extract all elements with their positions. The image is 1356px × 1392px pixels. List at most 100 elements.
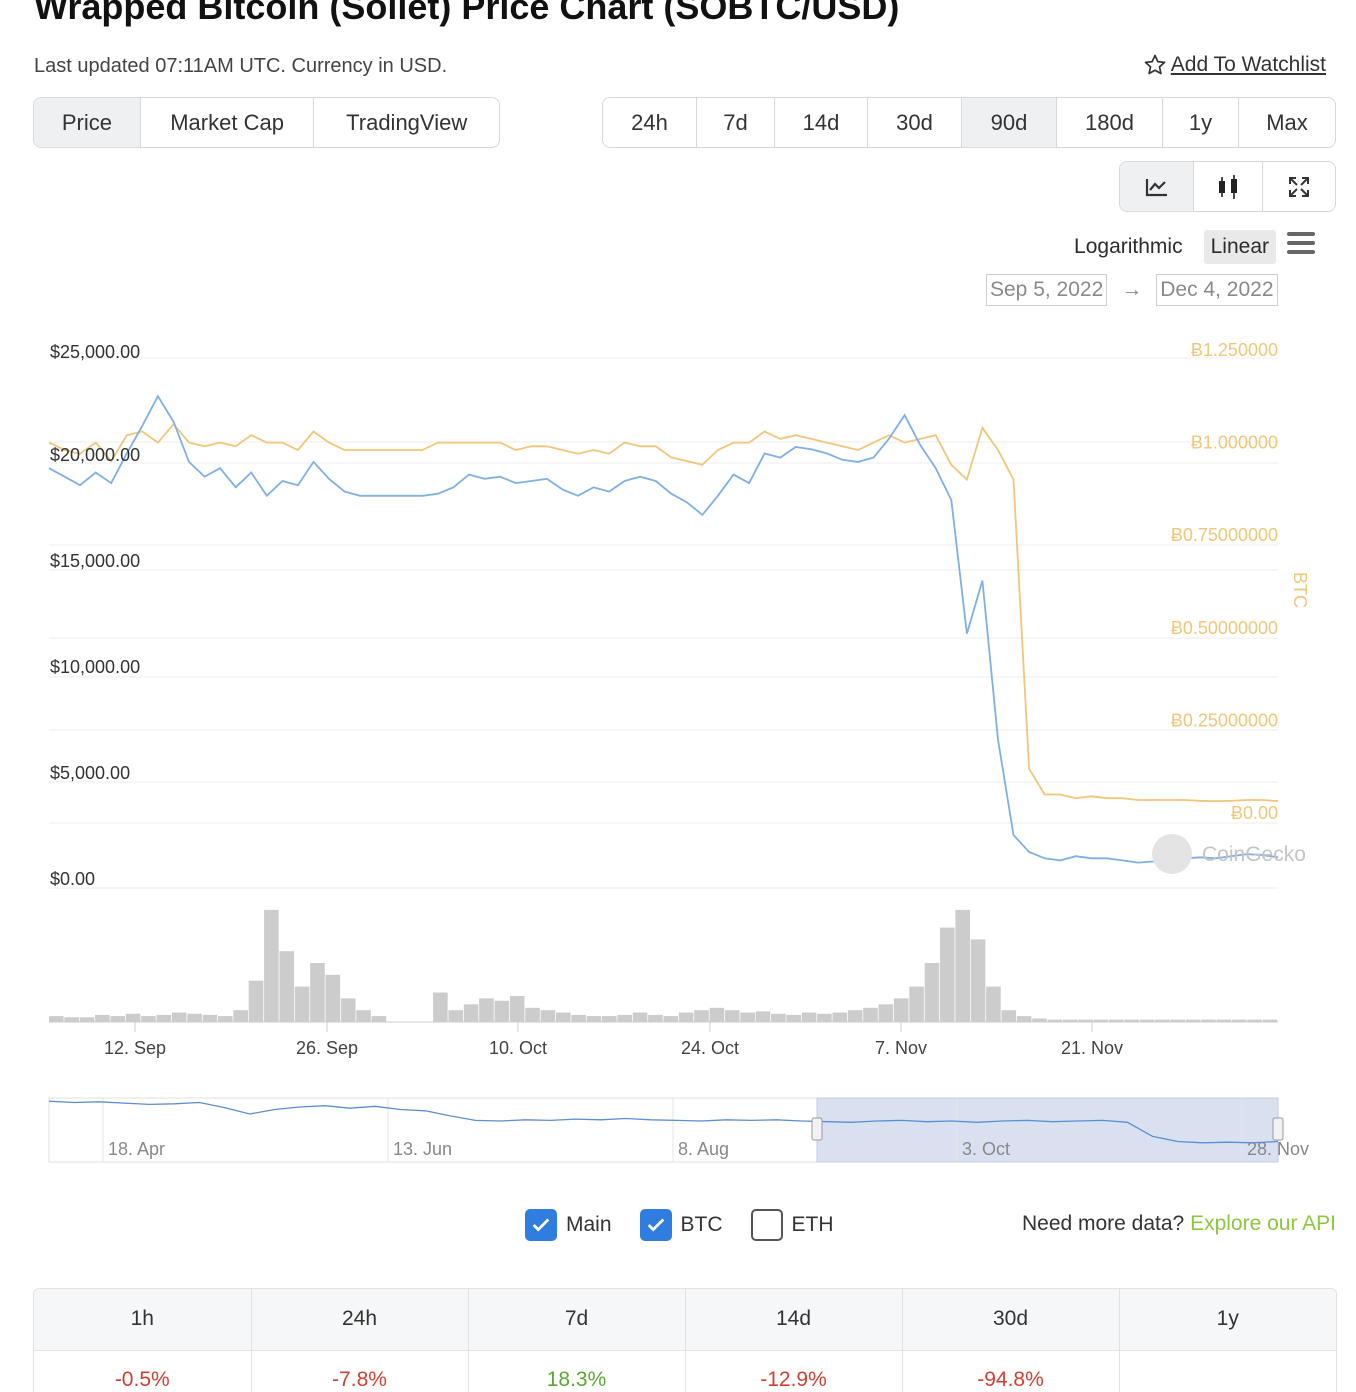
volume-bar — [1201, 1019, 1216, 1022]
volume-bar — [356, 1010, 371, 1022]
volume-bar — [340, 998, 356, 1022]
volume-bar — [817, 1013, 832, 1022]
volume-bar — [755, 1011, 771, 1022]
y-axis-label: $10,000.00 — [50, 657, 140, 677]
volume-bar — [1139, 1019, 1155, 1022]
perf-header: 30d — [902, 1289, 1120, 1351]
y-axis-btc-label: Ƀ1.250000 — [1191, 340, 1278, 360]
fullscreen-button[interactable] — [1263, 162, 1335, 211]
volume-bar — [893, 998, 909, 1022]
volume-bar — [233, 1010, 248, 1022]
add-to-watchlist-link[interactable]: Add To Watchlist — [1143, 53, 1326, 77]
tab-market-cap[interactable]: Market Cap — [141, 98, 315, 147]
volume-bar — [264, 909, 279, 1022]
volume-bar — [171, 1012, 187, 1022]
toggle-eth[interactable]: ETH — [750, 1209, 834, 1241]
volume-bar — [586, 1016, 602, 1022]
tab-tradingview[interactable]: TradingView — [346, 109, 468, 135]
perf-header: 1h — [34, 1289, 252, 1351]
volume-bar — [1231, 1019, 1247, 1022]
api-text: Need more data? — [1021, 1212, 1191, 1235]
perf-header: 24h — [251, 1289, 469, 1351]
volume-bar — [325, 974, 341, 1022]
volume-bar — [1016, 1016, 1032, 1022]
toggle-main-label: Main — [566, 1213, 612, 1236]
volume-bar — [95, 1014, 110, 1022]
range-180d[interactable]: 180d — [1057, 98, 1163, 147]
range-7d[interactable]: 7d — [697, 98, 775, 147]
navigator-label: 13. Jun — [393, 1139, 452, 1159]
volume-bar — [1247, 1019, 1262, 1022]
scale-toggle: Logarithmic Linear — [1067, 230, 1276, 264]
perf-header: 1y — [1119, 1289, 1336, 1351]
perf-header: 7d — [468, 1289, 686, 1351]
volume-bar — [617, 1014, 633, 1022]
toggle-eth-label: ETH — [791, 1213, 834, 1236]
range-24h[interactable]: 24h — [603, 98, 697, 147]
scale-logarithmic[interactable]: Logarithmic — [1074, 235, 1183, 258]
perf-value — [1119, 1350, 1336, 1392]
navigator-handle — [811, 1117, 823, 1141]
candlestick-icon — [1219, 174, 1237, 199]
volume-bar — [494, 1000, 510, 1022]
volume-bar — [371, 1016, 387, 1022]
watchlist-label: Add To Watchlist — [1170, 53, 1326, 76]
x-axis-label: 7. Nov — [875, 1038, 927, 1058]
volume-bar — [924, 963, 940, 1022]
volume-bar — [863, 1007, 878, 1022]
chart-type-tabs: Price Market Cap TradingView — [33, 97, 500, 148]
range-30d[interactable]: 30d — [868, 98, 962, 147]
scale-linear[interactable]: Linear — [1203, 230, 1276, 264]
price-chart[interactable]: $25,000.00 $20,000.00 $15,000.00 $10,000.00… — [0, 320, 1356, 1180]
volume-bar — [294, 986, 310, 1022]
volume-bar — [463, 1004, 479, 1022]
range-max[interactable]: Max — [1266, 109, 1308, 135]
y-axis-label: $15,000.00 — [50, 551, 140, 571]
volume-bar — [433, 992, 448, 1022]
navigator-label: 18. Apr — [108, 1139, 165, 1159]
volume-bar — [110, 1016, 126, 1022]
checkbox-checked-icon — [525, 1209, 557, 1241]
btc-series-line — [48, 422, 1279, 803]
volume-bar — [940, 927, 955, 1022]
explore-api-link[interactable]: Explore our API — [1190, 1212, 1336, 1235]
navigator-label: 3. Oct — [962, 1139, 1010, 1159]
range-1y[interactable]: 1y — [1163, 98, 1239, 147]
date-to-input[interactable]: Dec 4, 2022 — [1156, 274, 1278, 306]
y-axis-btc-title: BTC — [1290, 572, 1310, 608]
perf-value: -0.5% — [34, 1350, 252, 1392]
volume-bar — [141, 1016, 156, 1022]
range-14d[interactable]: 14d — [775, 98, 868, 147]
volume-bar — [970, 939, 986, 1022]
navigator-line — [48, 1100, 1279, 1144]
volume-bar — [509, 996, 525, 1022]
hamburger-menu-icon[interactable] — [1287, 232, 1315, 256]
y-axis-btc-label: Ƀ0.75000000 — [1171, 525, 1278, 545]
candlestick-button[interactable] — [1194, 162, 1263, 211]
date-from-input[interactable]: Sep 5, 2022 — [986, 274, 1108, 306]
page-title: Wrapped Bitcoin (Sollet) Price Chart (SO… — [34, 0, 900, 27]
toggle-main[interactable]: Main — [525, 1209, 612, 1241]
fullscreen-icon — [1288, 176, 1309, 197]
tab-price[interactable]: Price — [34, 98, 141, 147]
range-90d[interactable]: 90d — [962, 98, 1057, 147]
perf-value: -7.8% — [251, 1350, 469, 1392]
volume-bar — [694, 1010, 709, 1022]
volume-bar — [1078, 1019, 1093, 1022]
x-axis-label: 10. Oct — [489, 1038, 547, 1058]
checkbox-checked-icon — [639, 1209, 672, 1241]
volume-bar — [248, 980, 264, 1022]
volume-bar — [217, 1016, 233, 1022]
volume-bar — [648, 1014, 663, 1022]
volume-bar — [448, 1010, 464, 1022]
volume-bar — [571, 1014, 586, 1022]
toggle-btc[interactable]: BTC — [639, 1209, 723, 1241]
perf-value: 18.3% — [468, 1350, 686, 1392]
volume-bar — [1262, 1019, 1278, 1022]
navigator-selection — [816, 1097, 1279, 1163]
volume-bar — [1124, 1019, 1139, 1022]
line-chart-icon — [1145, 178, 1167, 196]
volume-bar — [740, 1012, 755, 1022]
coingecko-logo-icon — [1152, 834, 1192, 874]
line-chart-button[interactable] — [1120, 162, 1195, 211]
